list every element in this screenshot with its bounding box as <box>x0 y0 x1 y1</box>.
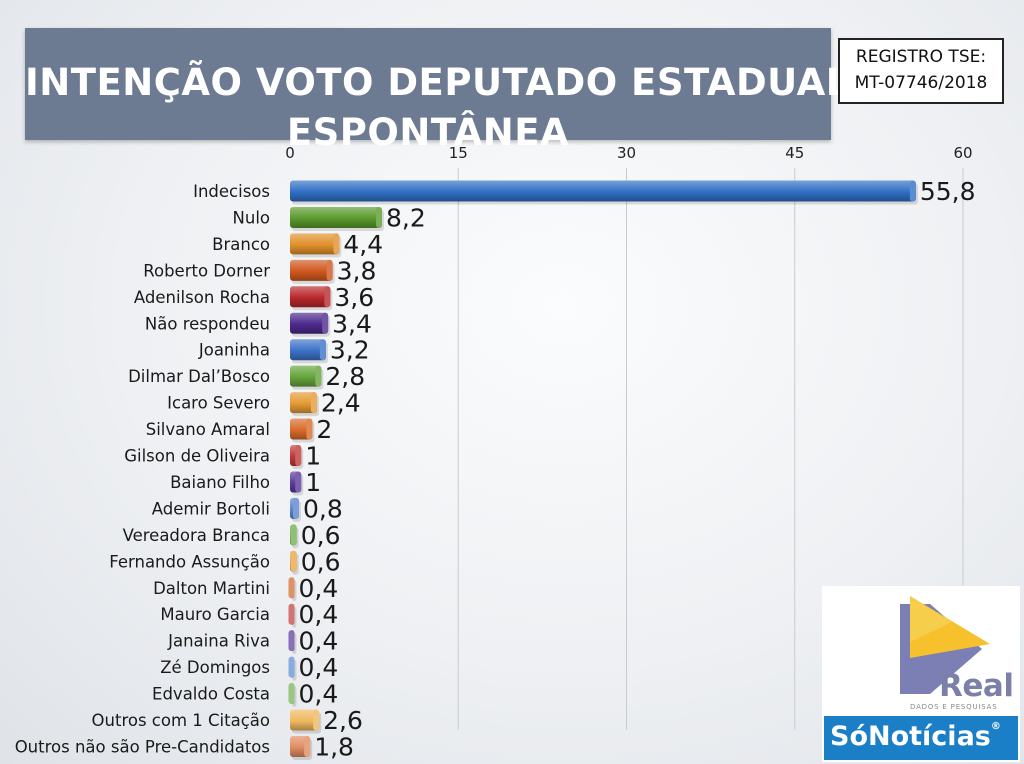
value-label: 0,6 <box>301 547 341 576</box>
bar <box>288 630 297 655</box>
bar <box>290 418 315 443</box>
chart-title: INTENÇÃO VOTO DEPUTADO ESTADUAL <box>25 61 850 104</box>
bar <box>290 445 304 469</box>
bar <box>290 339 328 364</box>
category-label: Gilson de Oliveira <box>124 447 270 466</box>
category-label: Ademir Bortoli <box>152 499 270 518</box>
bar <box>290 550 299 575</box>
bar <box>290 286 333 311</box>
bar <box>290 709 322 734</box>
tse-label: REGISTRO TSE: <box>855 47 987 67</box>
bar <box>288 656 297 681</box>
category-label: Não respondeu <box>145 314 270 333</box>
category-labels: Indecisos Nulo Branco Roberto Dorner Adenils… <box>15 182 271 756</box>
category-label: Branco <box>212 235 270 254</box>
value-label: 0,8 <box>303 494 343 523</box>
tse-number: MT-07746/2018 <box>854 73 988 93</box>
bar <box>290 471 304 496</box>
value-label: 8,2 <box>386 203 426 232</box>
bar <box>290 206 384 231</box>
bar <box>290 524 299 549</box>
title-banner: INTENÇÃO VOTO DEPUTADO ESTADUAL ESPONTÂN… <box>25 28 850 154</box>
tse-registration-box: REGISTRO TSE: MT-07746/2018 <box>838 38 1004 104</box>
bar <box>290 233 342 258</box>
value-label: 3,4 <box>332 309 372 338</box>
category-label: Icaro Severo <box>167 394 270 413</box>
value-label: 0,6 <box>301 521 341 550</box>
real-logo-icon <box>900 596 990 694</box>
logo-tagline: DADOS E PESQUISAS <box>910 703 998 711</box>
category-label: Janaina Riva <box>167 632 270 651</box>
brand-name: SóNotícias® <box>830 721 1001 752</box>
registered-mark: ® <box>990 721 1001 732</box>
bars <box>288 180 918 760</box>
value-label: 1 <box>305 442 321 471</box>
value-label: 0,4 <box>298 627 338 656</box>
category-label: Fernando Assunção <box>109 552 270 571</box>
value-label: 0,4 <box>298 600 338 629</box>
category-label: Outros com 1 Citação <box>92 711 270 730</box>
value-label: 0,4 <box>298 653 338 682</box>
x-tick-label: 30 <box>617 144 636 162</box>
brand-bar: SóNotícias® <box>824 716 1018 760</box>
bar <box>290 312 331 337</box>
publisher-logo: Real DADOS E PESQUISAS SóNotícias® <box>822 586 1020 762</box>
bar <box>290 735 313 760</box>
value-label: 2,4 <box>321 389 361 418</box>
value-label: 2 <box>316 415 332 444</box>
bar <box>290 180 918 205</box>
category-label: Dalton Martini <box>153 579 270 598</box>
value-label: 0,4 <box>298 680 338 709</box>
category-label: Dilmar Dal’Bosco <box>128 367 270 386</box>
bar <box>290 392 319 417</box>
x-tick-label: 60 <box>953 144 972 162</box>
category-label: Silvano Amaral <box>146 420 270 439</box>
brand-name-text: SóNotícias <box>830 721 991 752</box>
category-label: Edvaldo Costa <box>152 685 270 704</box>
bar <box>288 577 297 602</box>
value-label: 4,4 <box>343 230 383 259</box>
value-label: 1 <box>305 468 321 497</box>
value-label: 1,8 <box>314 732 354 761</box>
x-tick-label: 0 <box>285 144 295 162</box>
category-label: Outros não são Pre-Candidatos <box>15 737 270 756</box>
category-label: Baiano Filho <box>170 473 270 492</box>
value-label: 2,8 <box>325 362 365 391</box>
x-tick-label: 15 <box>449 144 468 162</box>
category-label: Roberto Dorner <box>143 261 270 280</box>
category-label: Adenilson Rocha <box>134 288 270 307</box>
bar <box>290 365 324 390</box>
bar <box>288 683 297 708</box>
value-label: 3,8 <box>337 256 377 285</box>
bar <box>288 603 297 628</box>
value-label: 2,6 <box>323 706 363 735</box>
bar <box>290 259 335 284</box>
chart-subtitle: ESPONTÂNEA <box>286 111 570 154</box>
value-label: 0,4 <box>298 574 338 603</box>
category-label: Nulo <box>233 208 270 227</box>
bar <box>290 497 301 522</box>
category-label: Indecisos <box>193 182 270 201</box>
value-label: 3,6 <box>334 283 374 312</box>
logo-wordmark: Real <box>939 668 1014 704</box>
value-label: 55,8 <box>920 177 976 206</box>
value-label: 3,2 <box>330 336 370 365</box>
axis-ticks: 0 15 30 45 60 <box>285 144 972 162</box>
category-label: Zé Domingos <box>160 658 270 677</box>
value-labels: 55,88,24,43,83,63,43,22,82,42110,80,60,6… <box>298 177 975 761</box>
category-label: Vereadora Branca <box>123 526 270 545</box>
category-label: Joaninha <box>198 341 270 360</box>
x-tick-label: 45 <box>785 144 804 162</box>
category-label: Mauro Garcia <box>160 605 270 624</box>
